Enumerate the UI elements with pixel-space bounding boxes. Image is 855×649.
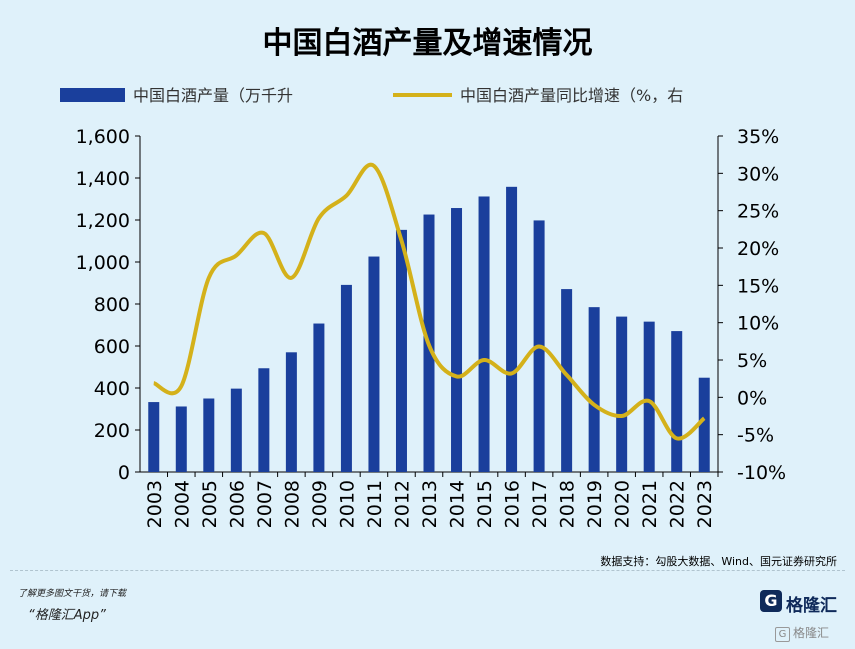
- x-tick-label: 2014: [447, 480, 469, 528]
- y-left-tick-label: 200: [94, 420, 130, 442]
- y-right-tick-label: 35%: [737, 126, 779, 148]
- watermark: G 格隆汇: [775, 624, 829, 642]
- bar: [313, 323, 325, 472]
- bar: [643, 321, 655, 472]
- bar: [616, 316, 628, 472]
- bar: [671, 331, 683, 472]
- y-right-tick-label: -5%: [737, 425, 774, 447]
- x-tick-label: 2009: [309, 480, 331, 528]
- x-tick-label: 2004: [171, 480, 193, 528]
- y-right-tick-label: 25%: [737, 201, 779, 223]
- source-note: 数据支持：勾股大数据、Wind、国元证券研究所: [600, 555, 837, 568]
- x-tick-label: 2020: [612, 480, 634, 528]
- y-left-tick-label: 0: [118, 462, 130, 484]
- divider: [10, 570, 845, 571]
- app-name: “格隆汇App”: [28, 608, 106, 623]
- x-tick-label: 2018: [557, 480, 579, 528]
- x-tick-label: 2022: [667, 480, 689, 528]
- logo-mark-icon: G: [760, 590, 782, 612]
- legend-label-line: 中国白酒产量同比增速（%，右: [460, 86, 683, 105]
- chart-title: 中国白酒产量及增速情况: [262, 26, 593, 61]
- bar: [203, 398, 215, 472]
- logo-text: 格隆汇: [786, 596, 837, 616]
- bar: [451, 208, 463, 472]
- bar: [285, 352, 297, 472]
- bar: [148, 402, 160, 472]
- y-right-tick-label: 15%: [737, 275, 779, 297]
- x-tick-label: 2016: [502, 480, 524, 528]
- x-tick-label: 2019: [584, 480, 606, 528]
- bar: [175, 406, 187, 472]
- bar: [698, 377, 710, 472]
- bar: [368, 256, 380, 472]
- bar: [588, 307, 600, 472]
- y-left-tick-label: 1,200: [76, 210, 130, 232]
- bar: [478, 196, 490, 473]
- y-right-tick-label: -10%: [737, 462, 786, 484]
- y-right-tick-label: 5%: [737, 350, 767, 372]
- y-left-tick-label: 1,000: [76, 252, 130, 274]
- growth-line: [152, 162, 706, 441]
- y-left-tick-label: 1,400: [76, 168, 130, 190]
- x-tick-label: 2015: [474, 480, 496, 528]
- promo-text: 了解更多图文干货，请下载: [18, 589, 127, 599]
- y-right-tick-label: 10%: [737, 313, 779, 335]
- legend-swatch-bar: [60, 88, 125, 102]
- x-tick-label: 2005: [199, 480, 221, 528]
- x-tick-label: 2013: [419, 480, 441, 528]
- bar: [395, 229, 407, 472]
- y-right-tick-label: 20%: [737, 238, 779, 260]
- y-left-tick-label: 600: [94, 336, 130, 358]
- x-tick-label: 2006: [226, 480, 248, 528]
- y-left-tick-label: 800: [94, 294, 130, 316]
- x-tick-label: 2017: [529, 480, 551, 528]
- x-tick-label: 2023: [694, 480, 716, 528]
- y-left-tick-label: 400: [94, 378, 130, 400]
- y-right-tick-label: 30%: [737, 163, 779, 185]
- x-tick-label: 2010: [336, 480, 358, 528]
- y-right-tick-label: 0%: [737, 387, 767, 409]
- legend-label-bar: 中国白酒产量（万千升: [133, 86, 293, 105]
- chart: 中国白酒产量（万千升 中国白酒产量同比增速（%，右 0 200 400 600 800 1,0…: [60, 86, 786, 528]
- bar: [230, 388, 242, 472]
- bar: [340, 284, 352, 472]
- x-tick-label: 2021: [639, 480, 661, 528]
- x-tick-label: 2007: [254, 480, 276, 528]
- x-tick-label: 2003: [144, 480, 166, 528]
- logo: G 格隆汇: [760, 590, 840, 620]
- watermark-text: 格隆汇: [793, 626, 830, 640]
- y-left-tick-label: 1,600: [76, 126, 130, 148]
- bar: [258, 368, 270, 472]
- x-tick-label: 2008: [281, 480, 303, 528]
- bar: [561, 289, 573, 472]
- x-tick-label: 2012: [391, 480, 413, 528]
- x-tick-label: 2011: [364, 480, 386, 528]
- watermark-icon: G: [775, 627, 790, 642]
- bar: [506, 186, 518, 472]
